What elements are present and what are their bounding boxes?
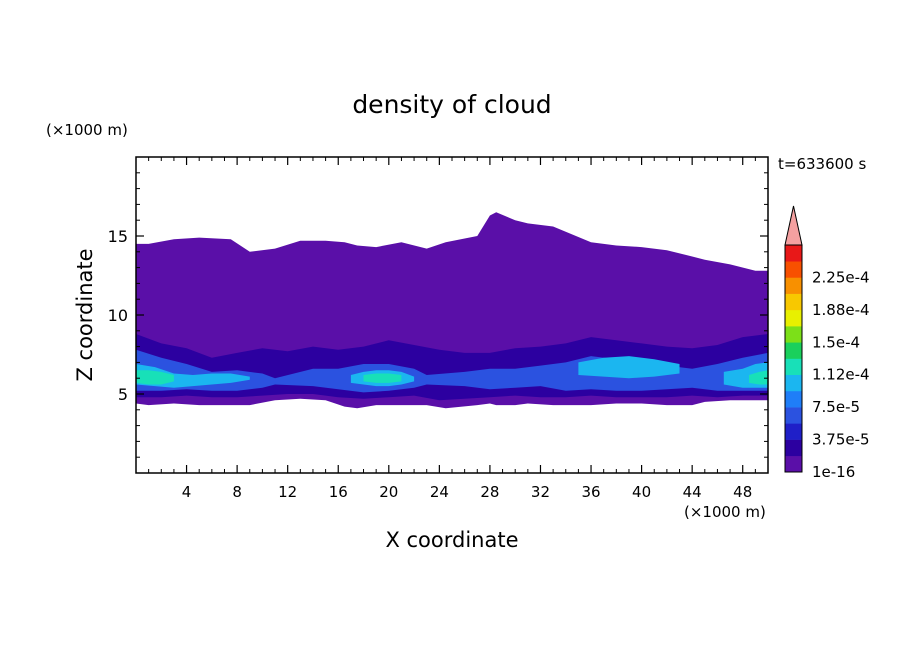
x-tick-label: 16 xyxy=(329,483,348,501)
colorbar-label: 1e-16 xyxy=(812,463,855,481)
colorbar-label: 3.75e-5 xyxy=(812,431,870,449)
x-tick-label: 28 xyxy=(480,483,499,501)
x-tick-label: 24 xyxy=(430,483,449,501)
y-tick-label: 5 xyxy=(118,385,128,404)
colorbar-segment xyxy=(785,407,802,424)
chart-title: density of cloud xyxy=(352,90,551,119)
colorbar-segment xyxy=(785,277,802,294)
cloud-contours xyxy=(136,212,768,409)
cloud-layer-8 xyxy=(363,373,402,383)
cloud-layer-9 xyxy=(749,370,768,385)
y-tick-label: 15 xyxy=(108,227,128,246)
time-label: t=633600 s xyxy=(778,155,866,173)
colorbar-segment xyxy=(785,309,802,327)
y-tick-label: 10 xyxy=(108,306,128,325)
colorbar-extend-arrow xyxy=(784,205,803,246)
colorbar-segment xyxy=(785,439,802,457)
colorbar-segment xyxy=(785,293,802,311)
colorbar-segment xyxy=(785,261,802,278)
colorbar-segment xyxy=(785,342,802,359)
colorbar-segment xyxy=(785,326,802,343)
colorbar-label: 1.5e-4 xyxy=(812,333,860,351)
x-axis-ticks: 4 8 12 16 20 24 28 32 36 40 44 48 xyxy=(148,157,756,501)
y-unit-label: (×1000 m) xyxy=(46,121,128,139)
x-tick-label: 4 xyxy=(182,483,192,501)
x-tick-label: 20 xyxy=(379,483,398,501)
colorbar-label: 1.88e-4 xyxy=(812,301,870,319)
colorbar-segment xyxy=(785,423,802,440)
x-tick-label: 12 xyxy=(278,483,297,501)
x-tick-label: 40 xyxy=(632,483,651,501)
colorbar-segment xyxy=(785,455,802,473)
colorbar-segment xyxy=(785,358,802,376)
x-tick-label: 48 xyxy=(733,483,752,501)
y-axis-ticks: 5 10 15 xyxy=(108,172,768,458)
colorbar-segment xyxy=(785,374,802,392)
x-unit-label: (×1000 m) xyxy=(684,503,766,521)
colorbar-frame xyxy=(784,244,803,473)
colorbar-label: 2.25e-4 xyxy=(812,268,870,286)
colorbar-label: 7.5e-5 xyxy=(812,398,860,416)
x-axis-label: X coordinate xyxy=(385,528,518,552)
x-tick-label: 36 xyxy=(581,483,600,501)
colorbar-label: 1.12e-4 xyxy=(812,366,870,384)
colorbar-segment xyxy=(785,245,802,262)
y-axis-label: Z coordinate xyxy=(73,248,97,381)
cloud-layer-5 xyxy=(578,356,680,379)
colorbar: 1e-16 3.75e-5 7.5e-5 1.12e-4 1.5e-4 1.88e-4 2.… xyxy=(784,205,870,481)
cloud-layer-7 xyxy=(136,370,174,385)
colorbar-segment xyxy=(785,390,802,408)
x-tick-label: 32 xyxy=(531,483,550,501)
x-tick-label: 44 xyxy=(683,483,702,501)
x-tick-label: 8 xyxy=(232,483,242,501)
